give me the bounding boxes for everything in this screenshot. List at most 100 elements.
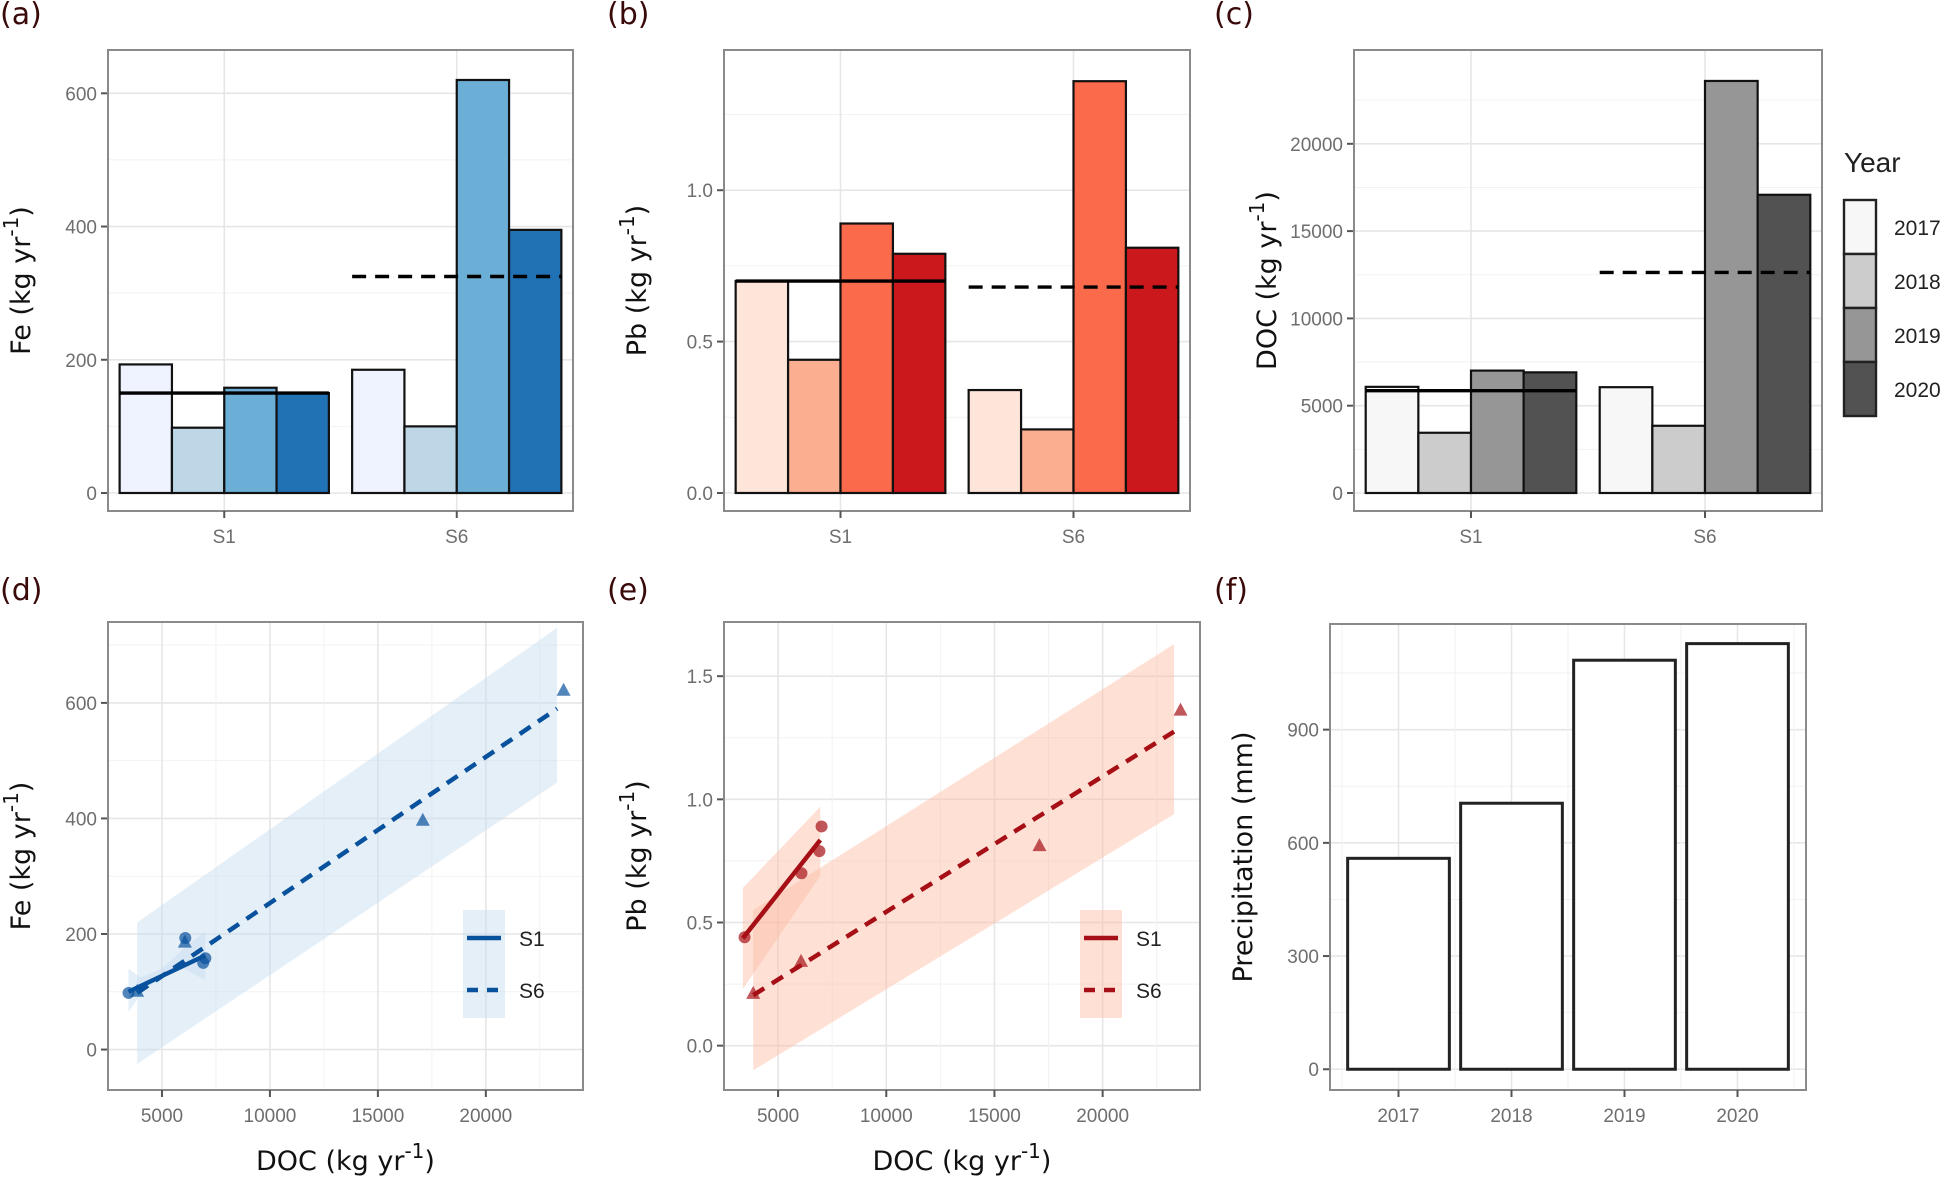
bar-s1-2017 (118, 363, 174, 495)
bar-s1-2017 (734, 279, 790, 495)
bar-s6-2020 (507, 228, 563, 495)
y-tick-label: 0 (86, 1041, 97, 1062)
legend-label-s1: S1 (519, 928, 545, 951)
bar-s1-2018 (786, 358, 842, 495)
x-tick-label: 10000 (244, 1106, 297, 1127)
x-tick-label: 20000 (1076, 1106, 1129, 1127)
legend-swatch-2019 (1842, 306, 1878, 364)
y-tick-label: 200 (65, 351, 97, 372)
y-tick-label: 0.0 (687, 1037, 713, 1058)
y-tick-label: 600 (1287, 834, 1319, 855)
legend-swatch-2017 (1842, 198, 1878, 256)
y-tick-label: 400 (65, 218, 97, 239)
legend-label-s6: S6 (1136, 980, 1162, 1003)
point-s1 (197, 956, 210, 969)
y-axis-title-superscript: -1 (0, 217, 23, 237)
x-axis-title-main: DOC (kg yr (256, 1146, 405, 1177)
plot-frame (723, 49, 1191, 512)
x-tick-label: 5000 (757, 1106, 799, 1127)
legend-key-background (463, 910, 505, 1018)
point-s6 (556, 682, 571, 696)
bar-2018 (1459, 801, 1564, 1071)
plot-frame (107, 49, 574, 512)
bar-s6-2017 (351, 368, 406, 495)
legend-label-2019: 2019 (1894, 325, 1941, 348)
bar-s1-2019 (223, 386, 278, 495)
y-axis-title: DOC (kg yr-1) (1245, 191, 1283, 370)
y-axis-title-close: ) (1252, 191, 1283, 202)
point-s1 (815, 820, 828, 833)
x-tick-label: 15000 (351, 1106, 404, 1127)
y-tick-label: 200 (65, 925, 97, 946)
y-tick-label: 5000 (1301, 397, 1343, 418)
x-tick-label: 2020 (1716, 1106, 1758, 1127)
x-tick-label: S6 (1062, 527, 1085, 548)
bar-s1-2020 (891, 252, 947, 495)
bar-s6-2018 (1651, 424, 1707, 495)
y-axis-title-main: Pb (kg yr (622, 810, 653, 932)
x-tick-label: 15000 (968, 1106, 1021, 1127)
confidence-ribbon-s6 (753, 644, 1175, 1071)
y-axis-title: Precipitation (mm) (1228, 731, 1259, 982)
panel-f-precipitation-bar-chart: 0 300 600 900 2017 2018 2019 2020 Precipitation … (1228, 623, 1807, 1127)
bar-s6-2019 (1072, 80, 1128, 495)
y-tick-label: 1.0 (687, 181, 713, 202)
y-tick-label: 600 (65, 694, 97, 715)
y-tick-label: 10000 (1290, 309, 1343, 330)
bar-s1-2019 (839, 222, 895, 495)
plot-frame (107, 621, 584, 1091)
x-tick-label: 5000 (141, 1106, 183, 1127)
bar-s1-2018 (170, 426, 226, 495)
point-s6 (1173, 702, 1188, 716)
x-axis-title: DOC (kg yr-1) (873, 1139, 1052, 1177)
y-tick-label: 1.0 (687, 790, 713, 811)
legend-label-s1: S1 (1136, 928, 1162, 951)
y-axis-title: Fe (kg yr-1) (0, 782, 37, 931)
legend-key-background (1080, 910, 1122, 1018)
bar-2017 (1346, 856, 1451, 1071)
bar-2020 (1685, 642, 1790, 1071)
legend-label-s6: S6 (519, 980, 545, 1003)
y-tick-label: 0.0 (687, 484, 713, 505)
y-tick-label: 0 (86, 484, 97, 505)
plot-frame (1329, 623, 1807, 1091)
x-tick-label: 2019 (1603, 1106, 1645, 1127)
y-axis-title-main: Pb (kg yr (622, 234, 653, 356)
y-tick-label: 400 (65, 809, 97, 830)
x-axis-title-main: DOC (kg yr (873, 1146, 1022, 1177)
bar-s1-2020 (275, 391, 330, 495)
bar-s6-2017 (967, 388, 1023, 495)
y-axis-title: Pb (kg yr-1) (615, 780, 653, 931)
bar-s6-2019 (455, 78, 511, 495)
legend-title: Year (1844, 147, 1901, 178)
x-tick-label: S1 (213, 527, 236, 548)
point-s6 (130, 983, 145, 997)
y-axis-title-main: DOC (kg yr (1252, 221, 1283, 370)
plot-frame (1353, 49, 1823, 512)
fit-line-s6 (752, 729, 1176, 998)
y-tick-label: 300 (1287, 947, 1319, 968)
panel-label-e: (e) (607, 573, 649, 608)
y-tick-label: 0.5 (687, 333, 713, 354)
bar-s6-2020 (1124, 246, 1180, 495)
legend-label-2017: 2017 (1894, 217, 1941, 240)
x-axis-title-close: ) (1041, 1146, 1052, 1177)
y-tick-label: 900 (1287, 721, 1319, 742)
point-s1 (795, 867, 808, 880)
point-s6 (1032, 838, 1047, 852)
legend-label-2018: 2018 (1894, 271, 1941, 294)
confidence-ribbon-s1 (742, 806, 821, 990)
fit-line-s6 (135, 706, 559, 995)
x-tick-label: 10000 (860, 1106, 913, 1127)
y-axis-title-close: ) (6, 206, 37, 217)
x-tick-label: 2017 (1377, 1106, 1419, 1127)
panel-label-b: (b) (607, 0, 649, 32)
y-tick-label: 1.5 (687, 667, 713, 688)
panel-b-pb-bar-chart: 0.0 0.5 1.0 S1 S6 Pb (kg yr-1) (615, 49, 1191, 548)
panel-e-pb-doc-scatter: 0.0 0.5 1.0 1.5 5000 10000 15000 20000 Pb (kg yr… (615, 621, 1201, 1177)
bar-s6-2020 (1756, 193, 1812, 495)
legend-swatch-2018 (1842, 252, 1878, 310)
point-s6 (794, 953, 809, 967)
x-tick-label: S1 (1459, 527, 1482, 548)
panel-label-d: (d) (0, 573, 42, 608)
